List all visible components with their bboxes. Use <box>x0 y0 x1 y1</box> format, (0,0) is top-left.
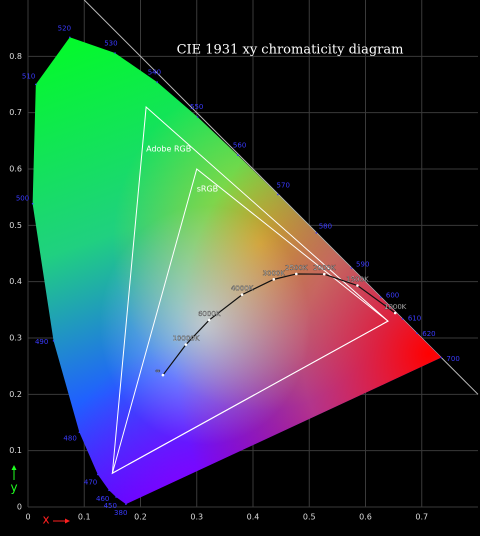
wavelength-point <box>68 36 71 39</box>
wavelength-label: 490 <box>35 338 48 346</box>
x-tick-label: 0 <box>25 513 30 522</box>
x-tick-label: 0.5 <box>303 513 316 522</box>
wavelength-point <box>401 318 404 320</box>
gamut-label: Adobe RGB <box>146 145 191 154</box>
y-tick-label: 0.6 <box>9 165 22 174</box>
y-tick-label: 0.3 <box>9 334 22 343</box>
wavelength-point <box>52 340 55 342</box>
x-tick-label: 0.1 <box>78 513 91 522</box>
wavelength-point <box>97 473 99 476</box>
wavelength-label: 580 <box>319 222 332 230</box>
wavelength-label: 620 <box>422 330 435 338</box>
wavelength-point <box>379 296 382 298</box>
wavelength-point <box>125 503 127 505</box>
temperature-label: 6000K <box>198 310 221 318</box>
x-tick-label: 0.4 <box>247 513 260 522</box>
wavelength-label: 380 <box>114 509 127 517</box>
wavelength-label: 570 <box>277 182 290 190</box>
temperature-label: 3000K <box>263 269 286 277</box>
wavelength-point <box>315 232 318 234</box>
y-tick-label: 0.8 <box>9 52 22 61</box>
temperature-label: 4000K <box>231 285 254 293</box>
wavelength-label: 590 <box>356 260 369 268</box>
y-tick-label: 0.1 <box>9 446 22 455</box>
temperature-label: 1000K <box>384 303 407 311</box>
wavelength-label: 610 <box>408 315 421 323</box>
planckian-point <box>322 272 326 276</box>
y-tick-label: 0.2 <box>9 390 22 399</box>
temperature-label: ∞ <box>155 367 161 375</box>
wavelength-point <box>440 356 443 359</box>
diagonal-line <box>83 0 479 395</box>
wavelength-point <box>237 154 239 156</box>
wavelength-label: 520 <box>58 24 71 32</box>
planckian-point <box>207 318 211 322</box>
wavelength-point <box>78 431 81 434</box>
planckian-point <box>184 343 188 346</box>
y-tick-label: 0.5 <box>9 221 22 230</box>
wavelength-label: 480 <box>63 435 76 443</box>
x-axis-arrowhead <box>65 518 70 524</box>
y-axis-arrowhead <box>11 465 17 470</box>
y-axis-label: y <box>10 481 17 495</box>
temperature-label: 2000K <box>313 264 336 272</box>
wavelength-point <box>196 116 199 118</box>
wavelength-label: 460 <box>96 495 109 503</box>
planckian-point <box>240 293 244 297</box>
x-axis-label: x <box>42 513 49 527</box>
wavelength-label: 470 <box>84 478 97 486</box>
y-tick-label: 0.4 <box>9 277 22 286</box>
wavelength-point <box>114 52 116 54</box>
gamut-gradient <box>32 37 442 505</box>
wavelength-label: 560 <box>233 141 246 149</box>
x-tick-label: 0.7 <box>415 513 428 522</box>
chart-title: CIE 1931 xy chromaticity diagram <box>177 43 404 58</box>
wavelength-label: 500 <box>16 194 29 202</box>
planckian-point <box>393 311 397 315</box>
y-tick-label: 0.7 <box>9 108 22 117</box>
temperature-label: 2500K <box>285 264 308 272</box>
wavelength-point <box>35 83 37 86</box>
wavelength-label: 540 <box>148 68 161 76</box>
wavelength-label: 530 <box>104 40 117 48</box>
gamut-fill <box>32 37 442 505</box>
planckian-point <box>272 278 276 281</box>
wavelength-label: 600 <box>386 292 399 300</box>
wavelength-point <box>115 496 117 498</box>
wavelength-label: 450 <box>104 502 117 510</box>
gamut-label: sRGB <box>197 185 218 194</box>
wavelength-point <box>350 267 353 269</box>
x-tick-label: 0.6 <box>359 513 372 522</box>
wavelength-point <box>156 81 158 83</box>
planckian-point <box>295 272 298 276</box>
x-tick-label: 0.2 <box>134 513 147 522</box>
y-tick-label: 0 <box>17 503 22 512</box>
wavelength-point <box>277 193 279 196</box>
gamut-triangle <box>111 168 389 475</box>
x-tick-label: 0.3 <box>190 513 203 522</box>
wavelength-point <box>416 332 418 335</box>
wavelength-label: 550 <box>190 103 203 111</box>
planckian-point <box>161 373 165 377</box>
wavelength-label: 510 <box>22 72 35 80</box>
temperature-label: 10000K <box>172 335 199 343</box>
planckian-point <box>356 284 359 287</box>
wavelength-label: 700 <box>446 355 459 363</box>
wavelength-point <box>108 489 110 492</box>
wavelength-point <box>31 202 34 205</box>
temperature-label: 1500K <box>346 276 369 284</box>
